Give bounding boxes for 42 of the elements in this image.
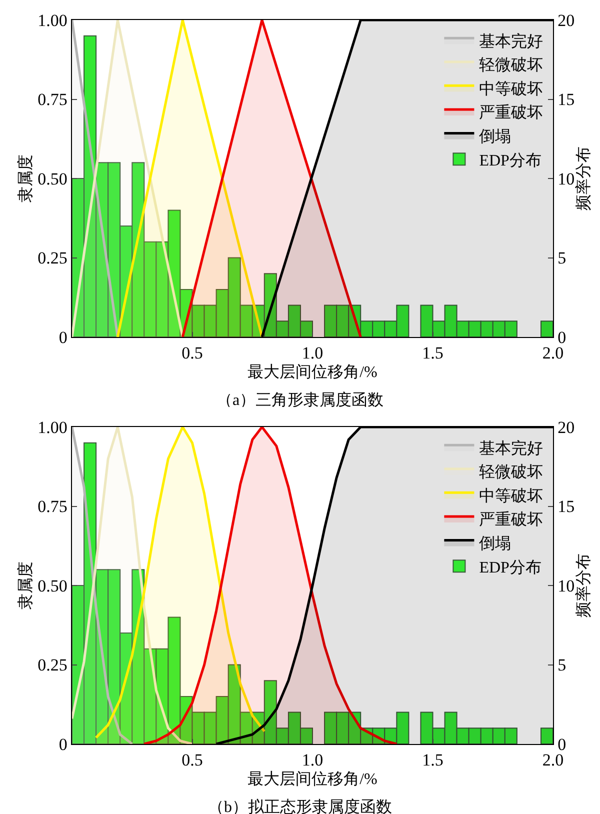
x-tick-label: 0.5 xyxy=(182,750,203,770)
x-tick-label: 1.0 xyxy=(302,344,324,363)
legend-label: 倒塌 xyxy=(479,536,512,553)
y-tick-label: 0.25 xyxy=(38,248,68,268)
y2-tick-label: 15 xyxy=(558,497,575,516)
y-axis-title: 隶属度 xyxy=(16,562,35,610)
x-axis-title: 最大层间位移角/% xyxy=(248,363,378,382)
y-axis-title: 隶属度 xyxy=(16,154,35,202)
legend-label: 轻微破坏 xyxy=(479,56,544,74)
legend-label: 严重破坏 xyxy=(479,510,544,529)
y-tick-label: 0.25 xyxy=(38,656,68,675)
x-tick-label: 1.5 xyxy=(422,344,444,363)
y2-tick-label: 10 xyxy=(558,169,575,188)
y2-axis-title: 频率分布 xyxy=(574,554,593,618)
x-tick-label: 1.0 xyxy=(302,750,324,770)
y-tick-label: 0.50 xyxy=(38,576,68,596)
y-tick-label: 0 xyxy=(58,734,68,754)
y2-tick-label: 15 xyxy=(558,90,575,110)
y2-tick-label: 20 xyxy=(558,418,575,437)
x-tick-label: 0.5 xyxy=(182,344,203,363)
legend-label: 轻微破坏 xyxy=(479,463,544,482)
x-axis-title: 最大层间位移角/% xyxy=(248,770,378,788)
y2-axis-title: 频率分布 xyxy=(574,146,593,210)
legend-label: 严重破坏 xyxy=(479,104,544,122)
y-tick-label: 0.75 xyxy=(38,497,68,516)
legend-label: EDP分布 xyxy=(479,559,542,576)
y2-tick-label: 10 xyxy=(558,576,575,596)
legend-label: 中等破坏 xyxy=(479,80,544,98)
legend-label: 倒塌 xyxy=(479,128,512,146)
legend-label: EDP分布 xyxy=(479,152,542,170)
y2-tick-label: 5 xyxy=(558,248,566,268)
y-tick-label: 0.75 xyxy=(38,90,68,110)
y2-tick-label: 20 xyxy=(558,10,575,30)
y2-tick-label: 5 xyxy=(558,656,566,675)
y-tick-label: 1.00 xyxy=(38,418,68,437)
y-tick-label: 0 xyxy=(58,328,68,347)
legend-label: 基本完好 xyxy=(479,32,544,50)
y-tick-label: 0.50 xyxy=(38,169,68,188)
legend-label: 中等破坏 xyxy=(479,486,544,505)
legend-label: 基本完好 xyxy=(479,439,544,458)
y-tick-label: 1.00 xyxy=(38,10,68,30)
x-tick-label: 1.5 xyxy=(422,750,444,770)
